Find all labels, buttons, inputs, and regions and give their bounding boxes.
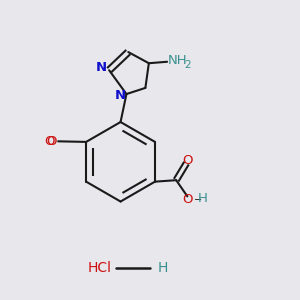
Text: H: H — [198, 192, 208, 205]
Text: O: O — [45, 135, 55, 148]
Text: HCl: HCl — [88, 261, 112, 275]
Text: O: O — [182, 154, 193, 167]
Text: −: − — [194, 195, 202, 205]
Text: O: O — [46, 135, 57, 148]
Text: N: N — [114, 89, 125, 102]
Text: NH: NH — [168, 54, 187, 68]
Text: H: H — [158, 261, 168, 275]
Text: 2: 2 — [184, 60, 190, 70]
Text: N: N — [96, 61, 107, 74]
Text: O: O — [183, 193, 193, 206]
